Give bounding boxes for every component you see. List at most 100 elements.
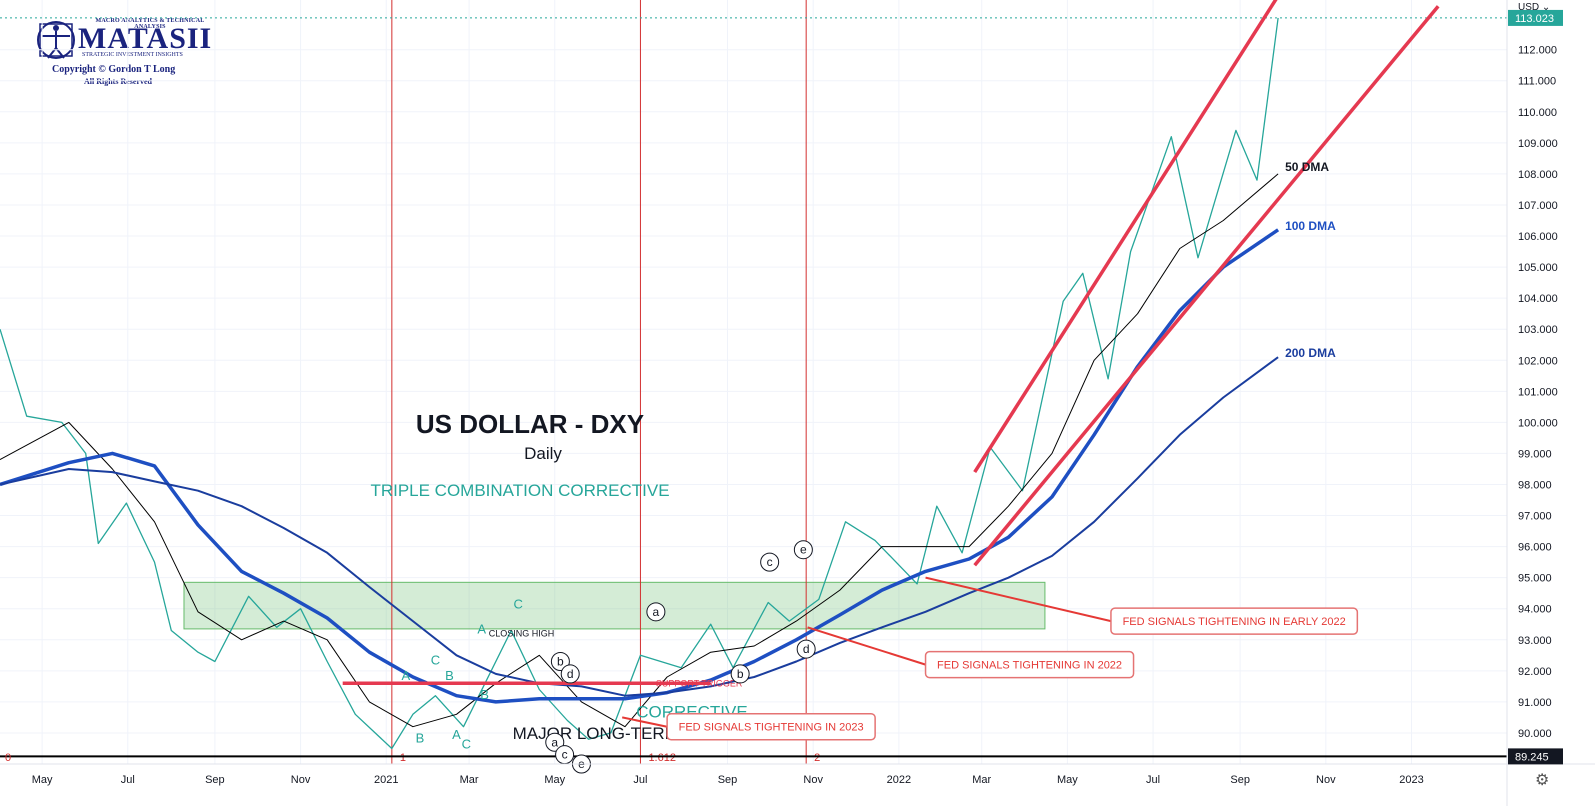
wave-label: B <box>480 687 489 702</box>
last-price-tag <box>1508 9 1563 26</box>
vertical-marker-label: 1 <box>400 752 406 764</box>
callout-label: FED SIGNALS TIGHTENING IN 2022 <box>937 660 1122 672</box>
x-tick-label: Mar <box>972 774 991 786</box>
callout-box <box>924 650 1135 679</box>
y-tick-label: 112.000 <box>1518 45 1557 57</box>
circled-wave-label: b <box>557 655 564 669</box>
circled-wave-marker <box>730 664 750 684</box>
wave-label: B <box>445 668 454 683</box>
vertical-marker-label: 1.612 <box>648 752 676 764</box>
callout-box <box>666 712 876 741</box>
y-tick-label: 97.000 <box>1518 511 1552 523</box>
y-tick-label: 108.000 <box>1518 169 1558 181</box>
zones-layer <box>183 581 1046 630</box>
logo-copyright: Copyright © Gordon T Long <box>52 64 176 75</box>
support-price-label: 89.245 <box>1515 751 1549 763</box>
x-tick-label: Sep <box>1230 774 1250 786</box>
circled-wave-marker <box>545 732 565 752</box>
circled-wave-marker <box>560 664 580 684</box>
circled-wave-marker <box>796 639 816 659</box>
annotation-label: SUPPORT TRIGGER <box>656 678 743 688</box>
y-tick-label: 106.000 <box>1518 231 1558 243</box>
y-tick-label: 102.000 <box>1518 355 1558 367</box>
x-tick-label: 2022 <box>887 774 911 786</box>
y-tick-label: 91.000 <box>1518 697 1552 709</box>
y-tick-label: 107.000 <box>1518 200 1558 212</box>
annotation-label: 100 DMA <box>1285 219 1336 233</box>
series-50-dma <box>0 173 1279 728</box>
vertical-markers: 1 1.612 2 <box>391 0 820 764</box>
callout-pointer <box>925 576 1112 623</box>
chart-subtitle: Daily <box>524 444 562 463</box>
resistance-zone <box>183 581 1046 630</box>
logo-rights: All Rights Reserved <box>84 77 152 86</box>
x-tick-label: Jul <box>1146 774 1160 786</box>
logo-sub: STRATEGIC INVESTMENT INSIGHTS <box>82 52 183 58</box>
callout-label: FED SIGNALS TIGHTENING IN EARLY 2022 <box>1123 616 1346 628</box>
wave-label: A <box>402 668 411 683</box>
series-layer <box>0 17 1507 750</box>
x-tick-label: Nov <box>803 774 823 786</box>
annotation-label: CLOSING HIGH <box>489 629 555 639</box>
series-dxy <box>0 17 1279 750</box>
circled-wave-label: d <box>803 642 810 656</box>
y-tick-label: 109.000 <box>1518 138 1558 150</box>
circled-wave-label: a <box>551 735 558 749</box>
x-tick-label: Sep <box>718 774 738 786</box>
y-tick-label: 100.000 <box>1518 417 1558 429</box>
series-100-dma <box>0 228 1280 704</box>
y-tick-label: 96.000 <box>1518 542 1552 554</box>
support-price-tag <box>1508 748 1563 765</box>
circled-wave-label: d <box>567 667 574 681</box>
labels-layer: MAJOR LONG-TERM SUPPORTCORRECTIVECLOSING… <box>402 160 1359 774</box>
x-tick-label: 2021 <box>374 774 398 786</box>
y-tick-label: 103.000 <box>1518 324 1558 336</box>
circled-wave-marker <box>646 602 666 622</box>
logo-tagline: MACRO ANALYTICS & TECHNICAL ANALYSIS <box>95 18 205 30</box>
x-tick-label: Jul <box>121 774 135 786</box>
annotation-label: 200 DMA <box>1285 346 1336 360</box>
circled-wave-label: b <box>737 667 744 681</box>
y-tick-label: 94.000 <box>1518 604 1552 616</box>
trendline <box>973 5 1440 567</box>
x-tick-label: 2023 <box>1399 774 1423 786</box>
gear-icon[interactable]: ⚙ <box>1535 772 1550 789</box>
circled-wave-label: c <box>767 555 773 569</box>
wave-label: B <box>416 730 425 745</box>
x-tick-label: May <box>544 774 565 786</box>
chart-title: US DOLLAR - DXY <box>416 409 644 439</box>
callout-pointer <box>621 716 668 728</box>
y-tick-label: 110.000 <box>1518 107 1557 119</box>
origin-marker-label: 0 <box>5 752 11 764</box>
wave-label: C <box>514 597 523 612</box>
y-tick-label: 111.000 <box>1518 76 1556 88</box>
callout-pointer <box>807 626 926 666</box>
y-tick-label: 101.000 <box>1518 386 1558 398</box>
grid-lines <box>0 0 1507 764</box>
callout-label: FED SIGNALS TIGHTENING IN 2023 <box>679 722 864 734</box>
wave-label: C <box>462 736 471 751</box>
trendlines-layer <box>0 0 1507 758</box>
circled-wave-label: c <box>562 748 568 762</box>
currency-selector[interactable]: USD ⌄ <box>1518 2 1550 13</box>
trendline <box>973 0 1278 474</box>
y-tick-label: 90.000 <box>1518 728 1552 740</box>
x-tick-label: Jul <box>633 774 647 786</box>
y-tick-label: 93.000 <box>1518 635 1552 647</box>
y-tick-label: 99.000 <box>1518 448 1552 460</box>
vertical-marker-label: 2 <box>814 752 820 764</box>
x-tick-label: Sep <box>205 774 225 786</box>
annotation-label: 50 DMA <box>1285 160 1329 174</box>
circled-wave-label: a <box>653 605 660 619</box>
y-tick-label: 104.000 <box>1518 293 1558 305</box>
series-200-dma <box>0 356 1279 697</box>
circled-wave-marker <box>760 552 780 572</box>
y-tick-label: 95.000 <box>1518 573 1552 585</box>
callout-box <box>1110 607 1359 635</box>
chevron-down-icon: ⌄ <box>1541 2 1551 13</box>
vitruvian-emblem-icon <box>37 21 75 59</box>
x-tick-label: May <box>32 774 53 786</box>
y-tick-label: 98.000 <box>1518 479 1552 491</box>
